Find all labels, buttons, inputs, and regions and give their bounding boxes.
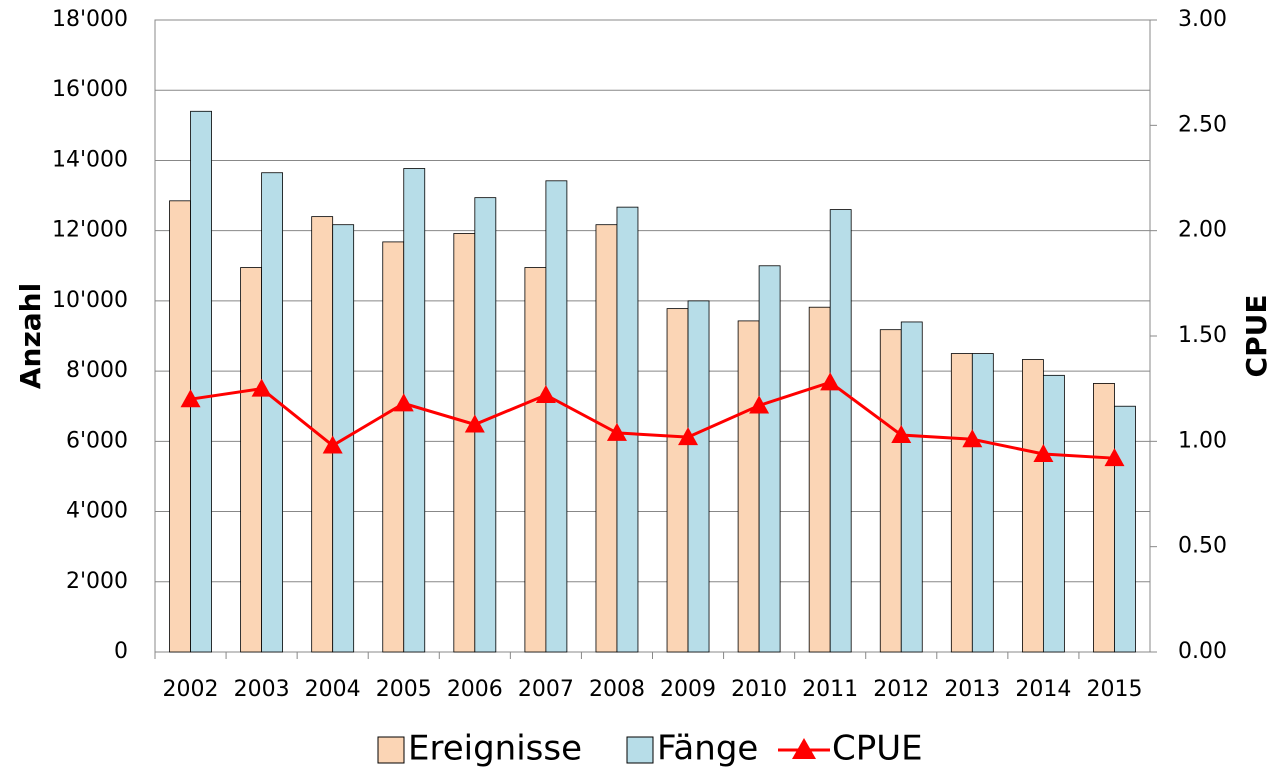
line — [190, 380, 1115, 460]
y-tick-label: 12'000 — [52, 218, 128, 243]
x-tick-label: 2008 — [589, 677, 645, 702]
y-tick-label: 2'000 — [66, 569, 128, 594]
x-tick-label: 2005 — [376, 677, 432, 702]
y2-tick-label: 2.50 — [1178, 112, 1227, 137]
bar — [311, 216, 334, 653]
legend-swatch — [626, 736, 654, 764]
legend-label: CPUE — [832, 729, 923, 769]
marker — [606, 422, 627, 441]
bar — [1021, 359, 1044, 653]
marker — [464, 414, 485, 433]
y-tick-label: 18'000 — [52, 7, 128, 32]
bar — [382, 241, 405, 653]
bar — [261, 172, 284, 653]
marker — [1104, 448, 1125, 467]
bar — [1093, 382, 1115, 653]
x-tick-label: 2012 — [873, 677, 929, 702]
bar — [169, 200, 191, 653]
y2-tick-label: 2.00 — [1178, 218, 1227, 243]
bar — [1114, 405, 1136, 653]
marker — [891, 425, 912, 444]
bar — [666, 308, 689, 653]
bar — [240, 267, 263, 653]
legend-swatch — [377, 736, 405, 764]
y2-tick-label: 0.50 — [1178, 534, 1227, 559]
marker — [535, 384, 556, 403]
y2-tick-label: 1.50 — [1178, 323, 1227, 348]
bar — [453, 233, 476, 653]
bar — [737, 320, 760, 653]
x-tick-label: 2004 — [305, 677, 361, 702]
bar — [687, 300, 710, 653]
x-tick-label: 2013 — [944, 677, 1000, 702]
bar — [1042, 374, 1065, 653]
plot-border — [154, 19, 1151, 653]
x-tick-label: 2015 — [1086, 677, 1142, 702]
y-tick-label: 0 — [114, 639, 128, 664]
bar — [950, 353, 973, 653]
bar — [829, 209, 852, 653]
marker — [820, 372, 841, 391]
y-tick-label: 6'000 — [66, 428, 128, 453]
marker — [251, 378, 272, 397]
legend-label: Fänge — [657, 729, 758, 769]
y-tick-label: 14'000 — [52, 147, 128, 172]
bar — [545, 180, 568, 653]
y-tick-label: 16'000 — [52, 77, 128, 102]
x-tick-label: 2002 — [163, 677, 219, 702]
x-tick-label: 2014 — [1015, 677, 1071, 702]
x-tick-label: 2010 — [731, 677, 787, 702]
y-tick-label: 4'000 — [66, 499, 128, 524]
legend-label: Ereignisse — [408, 729, 582, 769]
y2-tick-label: 1.00 — [1178, 428, 1227, 453]
marker — [678, 427, 699, 446]
x-tick-label: 2009 — [660, 677, 716, 702]
marker — [180, 389, 201, 408]
bar — [524, 267, 547, 653]
marker — [393, 393, 414, 412]
bar — [971, 353, 994, 653]
y2-tick-label: 0.00 — [1178, 639, 1227, 664]
legend-marker — [792, 738, 816, 759]
bar — [758, 265, 781, 653]
marker — [322, 435, 343, 454]
x-tick-label: 2007 — [518, 677, 574, 702]
bar — [190, 110, 212, 653]
bar — [879, 329, 902, 653]
y-tick-label: 10'000 — [52, 288, 128, 313]
bar — [808, 306, 831, 653]
y2-tick-label: 3.00 — [1178, 7, 1227, 32]
marker — [1033, 443, 1054, 462]
y-tick-label: 8'000 — [66, 358, 128, 383]
bar — [900, 321, 923, 653]
y-axis-label: Anzahl — [14, 283, 47, 389]
x-tick-label: 2011 — [802, 677, 858, 702]
x-tick-label: 2003 — [234, 677, 290, 702]
marker — [962, 429, 983, 448]
x-tick-label: 2006 — [447, 677, 503, 702]
y2-axis-label: CPUE — [1240, 295, 1273, 378]
marker — [749, 395, 770, 414]
